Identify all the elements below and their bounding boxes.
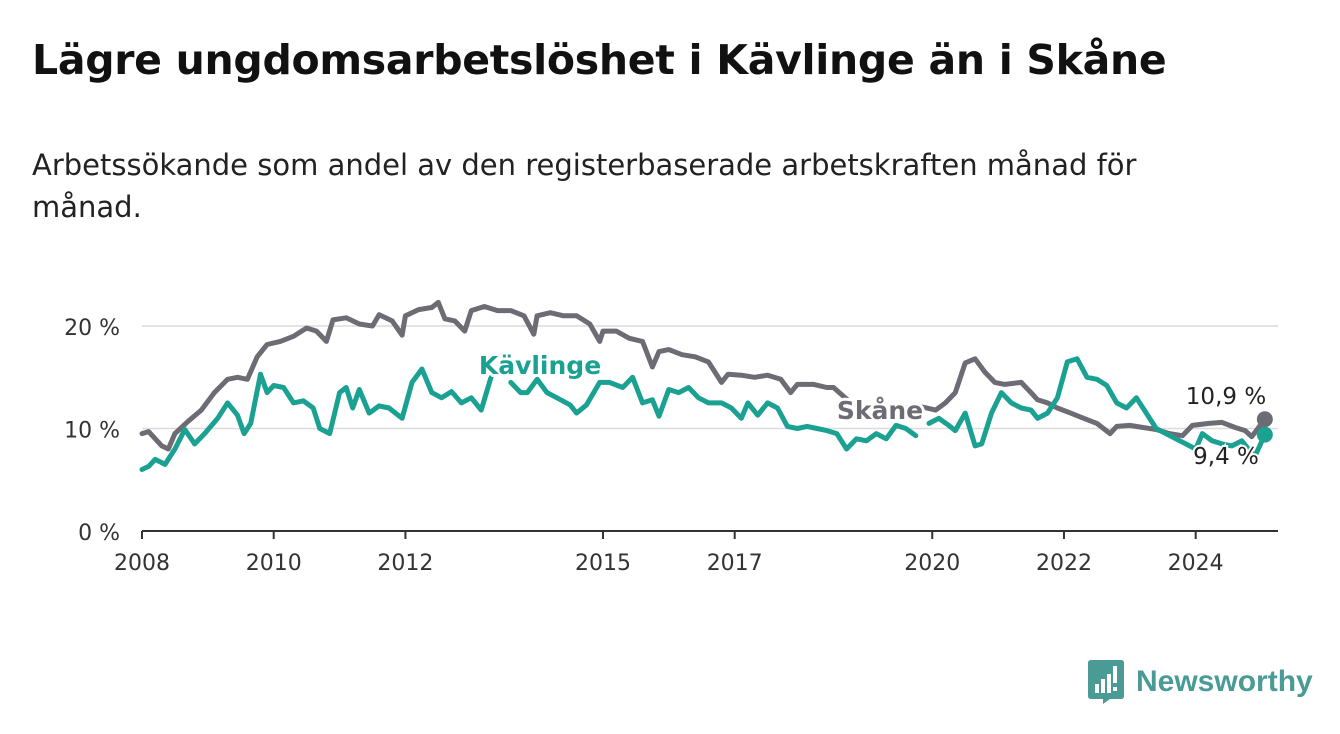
brand-logo: Newsworthy — [1088, 660, 1313, 704]
series-line-kavlinge — [139, 366, 494, 472]
x-tick-label: 2017 — [707, 551, 763, 576]
x-tick-label: 2010 — [246, 551, 302, 576]
brand-name: Newsworthy — [1136, 665, 1313, 698]
x-tick-label: 2020 — [904, 551, 960, 576]
x-tick-label: 2024 — [1168, 551, 1224, 576]
series-line-kavlinge — [926, 356, 1268, 459]
chart-subtitle: Arbetssökande som andel av den registerb… — [32, 148, 1137, 224]
series-label-kavlinge: Kävlinge — [479, 351, 601, 380]
series-line-skane — [139, 299, 853, 452]
newsworthy-logo-icon — [1088, 660, 1124, 704]
series-end-point — [1256, 411, 1273, 428]
x-tick-label: 2015 — [575, 551, 631, 576]
series-line-skane — [903, 356, 1024, 413]
series-end-point — [1256, 426, 1273, 443]
x-tick-label: 2022 — [1036, 551, 1092, 576]
y-tick-label: 0 % — [78, 521, 120, 546]
series-end-label: 10,9 % — [1186, 384, 1266, 410]
y-tick-label: 20 % — [64, 316, 120, 341]
page-title: Lägre ungdomsarbetslöshet i Kävlinge än … — [32, 36, 1167, 84]
y-tick-label: 10 % — [64, 419, 120, 444]
series-end-label: 9,4 % — [1193, 444, 1259, 470]
x-tick-label: 2012 — [377, 551, 433, 576]
x-tick-label: 2008 — [114, 551, 170, 576]
series-line-kavlinge — [508, 374, 919, 452]
series-label-skane: Skåne — [837, 396, 923, 425]
